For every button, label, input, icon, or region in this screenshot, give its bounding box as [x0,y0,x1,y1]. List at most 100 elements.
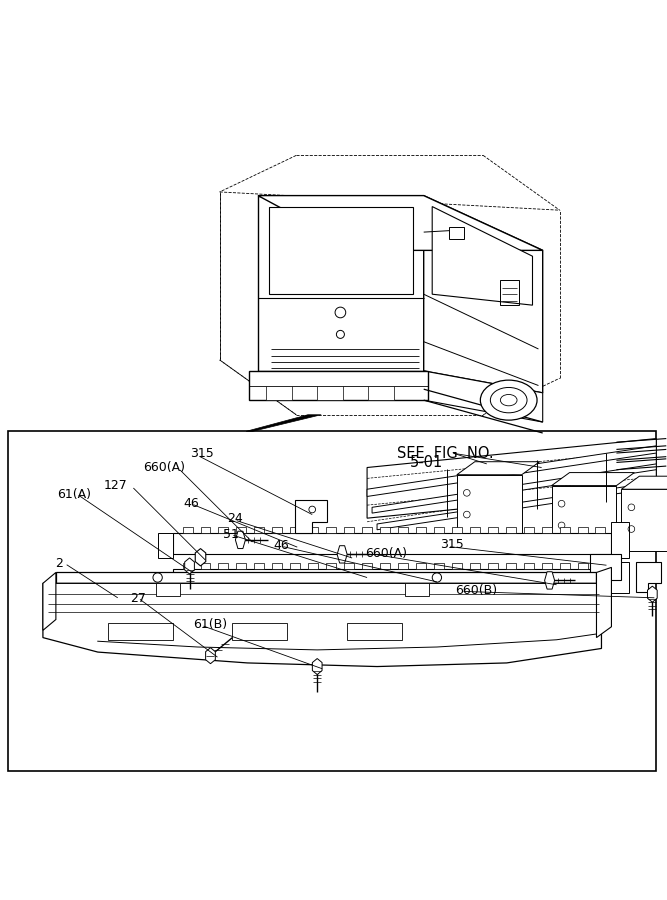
Polygon shape [337,545,347,563]
Text: 5-01: 5-01 [410,455,444,471]
Polygon shape [205,648,215,663]
Polygon shape [290,526,300,533]
Polygon shape [254,563,264,569]
Polygon shape [269,206,414,294]
Polygon shape [596,526,606,533]
Polygon shape [347,623,402,640]
Polygon shape [258,195,424,371]
Polygon shape [432,206,532,305]
Polygon shape [308,563,318,569]
Text: 315: 315 [190,446,214,460]
Polygon shape [155,583,179,597]
Text: 315: 315 [440,538,464,551]
Text: 660(A): 660(A) [143,461,185,473]
Polygon shape [235,531,245,549]
Polygon shape [578,563,588,569]
Ellipse shape [480,380,537,420]
Polygon shape [56,572,596,583]
Polygon shape [185,558,194,574]
Polygon shape [542,563,552,569]
Polygon shape [434,563,444,569]
Polygon shape [183,563,193,569]
Polygon shape [488,526,498,533]
Polygon shape [272,563,282,569]
Polygon shape [452,526,462,533]
Text: 61(B): 61(B) [193,618,227,631]
Polygon shape [43,572,56,630]
Polygon shape [434,526,444,533]
Text: 660(A): 660(A) [366,547,408,560]
Polygon shape [622,490,667,551]
Polygon shape [398,563,408,569]
Bar [449,227,464,239]
Polygon shape [524,563,534,569]
Polygon shape [552,472,634,486]
Circle shape [354,576,360,581]
Polygon shape [201,526,211,533]
Polygon shape [457,462,540,474]
Polygon shape [470,526,480,533]
Polygon shape [308,526,318,533]
Polygon shape [344,526,354,533]
Polygon shape [249,371,428,400]
Polygon shape [201,563,211,569]
Text: 127: 127 [103,479,127,492]
Polygon shape [590,554,622,590]
Polygon shape [380,563,390,569]
Polygon shape [219,563,228,569]
Polygon shape [362,526,372,533]
Polygon shape [416,563,426,569]
Polygon shape [246,415,321,431]
Polygon shape [157,533,173,558]
Polygon shape [506,563,516,569]
Polygon shape [236,563,246,569]
Polygon shape [254,526,264,533]
Polygon shape [362,563,372,569]
Polygon shape [560,526,570,533]
Text: 61(A): 61(A) [57,488,91,501]
Polygon shape [372,464,656,513]
Circle shape [372,576,378,581]
Text: 27: 27 [130,591,146,605]
Text: 2: 2 [55,557,63,570]
Polygon shape [542,526,552,533]
Polygon shape [183,526,193,533]
Polygon shape [636,562,661,592]
Polygon shape [108,623,173,640]
Text: 51: 51 [223,527,239,541]
Polygon shape [560,563,570,569]
Polygon shape [295,500,327,533]
Polygon shape [552,486,616,547]
Bar [500,280,519,305]
Polygon shape [612,522,630,558]
Polygon shape [377,482,656,530]
Polygon shape [452,563,462,569]
Polygon shape [416,526,426,533]
Bar [8,431,656,771]
Polygon shape [219,526,228,533]
Ellipse shape [500,394,517,406]
Polygon shape [424,371,543,422]
Polygon shape [326,526,336,533]
Polygon shape [232,623,287,640]
Polygon shape [405,583,429,597]
Polygon shape [622,476,667,490]
Polygon shape [488,563,498,569]
Text: 660(B): 660(B) [455,583,497,597]
Ellipse shape [490,388,527,413]
Text: 46: 46 [273,539,289,552]
Text: SEE  FIG  NO.: SEE FIG NO. [397,446,494,461]
Polygon shape [596,567,612,637]
Polygon shape [648,586,657,602]
Polygon shape [612,562,630,593]
Polygon shape [380,526,390,533]
Polygon shape [457,474,522,540]
Polygon shape [266,385,292,400]
Polygon shape [398,526,408,533]
Text: 24: 24 [227,512,243,526]
Polygon shape [470,563,480,569]
Polygon shape [290,563,300,569]
Polygon shape [312,659,322,675]
Polygon shape [544,572,554,590]
Polygon shape [236,526,246,533]
